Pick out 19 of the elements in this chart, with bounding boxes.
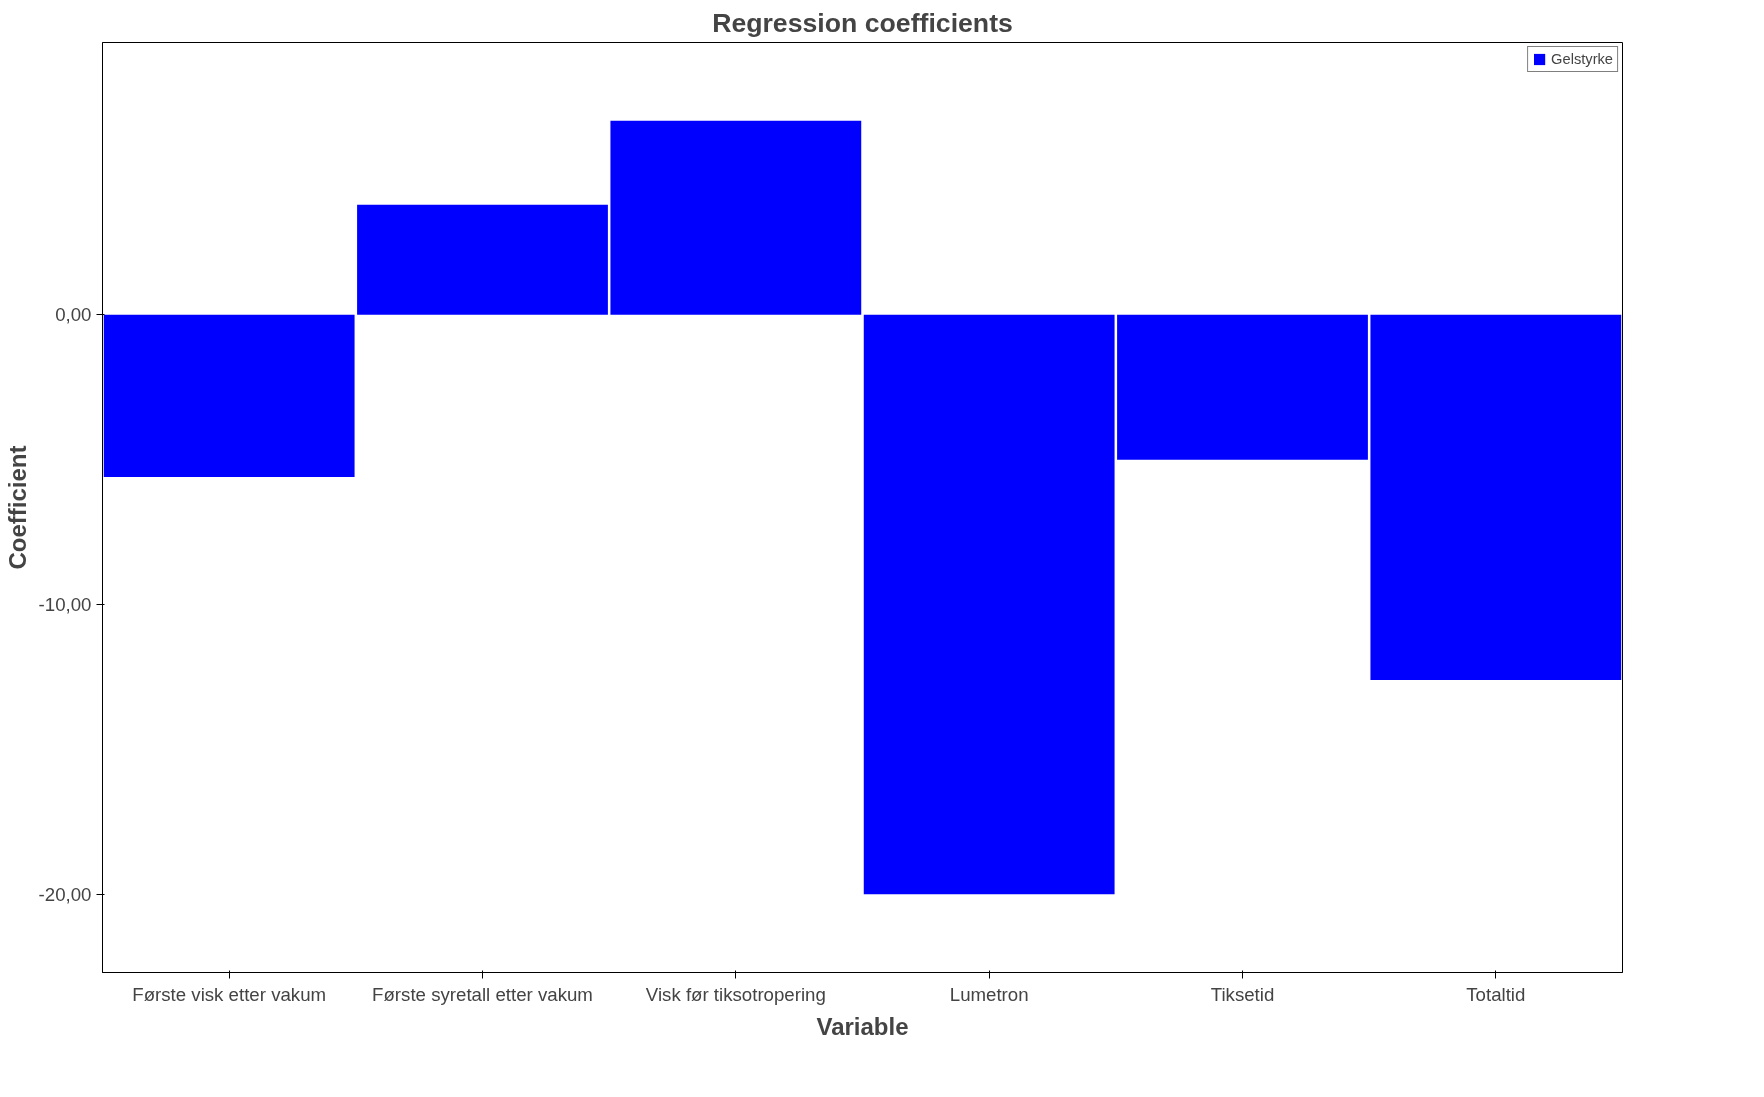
legend-label: Gelstyrke bbox=[1551, 51, 1613, 67]
y-axis-title: Coefficient bbox=[3, 445, 31, 570]
x-tick-label: Lumetron bbox=[949, 983, 1029, 1005]
chart-title: Regression coefficients bbox=[712, 7, 1013, 38]
bar bbox=[357, 204, 608, 315]
bar bbox=[1370, 314, 1622, 680]
y-tick-label: -10,00 bbox=[38, 594, 92, 616]
x-tick-label: Tiksetid bbox=[1210, 983, 1275, 1005]
bar bbox=[863, 314, 1115, 895]
x-tick-label: Første syretall etter vakum bbox=[372, 983, 593, 1005]
bar bbox=[610, 120, 862, 315]
y-tick-label: 0,00 bbox=[55, 304, 92, 326]
x-tick-label: Totaltid bbox=[1466, 983, 1526, 1005]
bar bbox=[103, 314, 355, 478]
bar bbox=[1117, 314, 1368, 460]
x-tick-label: Første visk etter vakum bbox=[132, 983, 327, 1005]
y-tick-label: -20,00 bbox=[38, 883, 92, 905]
x-axis-title: Variable bbox=[816, 1012, 909, 1040]
x-tick-label: Visk før tiksotropering bbox=[645, 983, 826, 1005]
